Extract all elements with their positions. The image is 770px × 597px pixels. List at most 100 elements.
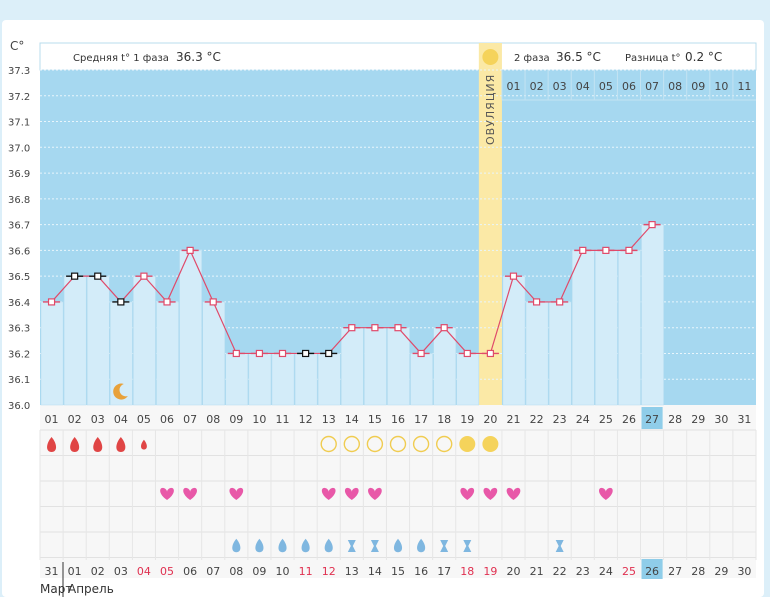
temp-point[interactable] — [417, 349, 425, 358]
discharge-drop-icon — [417, 538, 426, 553]
phase2-day-label: 08 — [668, 80, 682, 93]
temp-point[interactable] — [348, 324, 356, 332]
temp-point[interactable] — [486, 349, 494, 358]
temp-point[interactable] — [579, 246, 587, 254]
temp-point[interactable] — [47, 298, 56, 306]
calendar-date-label: 14 — [368, 565, 382, 578]
temp-bar — [364, 327, 387, 406]
calendar-date-label: 09 — [252, 565, 266, 578]
discharge-drop-icon — [255, 538, 264, 553]
temp-point[interactable] — [209, 298, 217, 306]
temp-point[interactable] — [509, 272, 518, 280]
temp-point[interactable] — [255, 349, 264, 358]
phase1-label: Средняя t° 1 фаза — [73, 53, 169, 64]
temp-point[interactable] — [463, 349, 471, 358]
ovulation-label: ОВУЛЯЦИЯ — [484, 74, 497, 145]
temp-bar — [410, 353, 433, 406]
y-tick-label: 36.6 — [8, 246, 30, 257]
calendar-date-label: 31 — [45, 565, 59, 578]
calendar-date-label: 04 — [137, 565, 151, 578]
month-label-april: Апрель — [68, 582, 114, 596]
temp-point[interactable] — [648, 221, 656, 229]
y-tick-label: 36.8 — [8, 195, 30, 206]
calendar-date-label: 08 — [229, 565, 243, 578]
ovulation-test-negative-icon — [320, 435, 337, 453]
temp-point[interactable] — [602, 246, 610, 254]
temp-point[interactable] — [278, 349, 287, 358]
calendar-date-label: 17 — [437, 565, 451, 578]
calendar-date-label: 06 — [183, 565, 197, 578]
discharge-drop-icon — [301, 538, 310, 553]
temp-point[interactable] — [371, 324, 379, 332]
temp-point[interactable] — [140, 272, 148, 280]
temp-bar — [548, 301, 572, 406]
temp-point[interactable] — [163, 298, 171, 306]
temp-bar — [225, 353, 249, 406]
calendar-date-label: 29 — [714, 565, 728, 578]
temp-point[interactable] — [117, 298, 125, 306]
temp-point[interactable] — [394, 324, 402, 332]
temp-bar — [271, 353, 295, 406]
cycle-day-label: 20 — [483, 413, 497, 426]
calendar-date-label: 26 — [645, 565, 659, 578]
discharge-hourglass-icon — [463, 540, 472, 552]
calendar-date-label: 30 — [737, 565, 751, 578]
temp-point[interactable] — [232, 349, 240, 358]
cycle-day-label: 12 — [299, 413, 313, 426]
discharge-hourglass-icon — [440, 540, 449, 552]
temp-point[interactable] — [71, 272, 79, 280]
y-axis-unit: C° — [10, 39, 24, 53]
cycle-day-label: 21 — [506, 413, 520, 426]
heart-icon — [344, 487, 359, 500]
temp-point[interactable] — [440, 324, 448, 332]
heart-icon — [183, 487, 197, 500]
cycle-day-label: 02 — [68, 413, 82, 426]
calendar-date-label: 27 — [668, 565, 682, 578]
temp-point[interactable] — [94, 272, 102, 280]
cycle-day-label: 14 — [345, 413, 359, 426]
temp-point[interactable] — [625, 246, 633, 254]
temp-point[interactable] — [186, 246, 194, 254]
temp-point[interactable] — [325, 349, 333, 358]
discharge-hourglass-icon — [555, 540, 564, 552]
ovulation-test-negative-icon — [343, 435, 361, 453]
y-tick-label: 36.5 — [8, 272, 30, 283]
ovulation-test-negative-icon — [389, 435, 407, 453]
cycle-day-label: 29 — [691, 413, 705, 426]
ovulation-band — [478, 43, 502, 405]
phase2-day-label: 06 — [622, 80, 636, 93]
calendar-date-label: 15 — [391, 565, 405, 578]
temp-point[interactable] — [532, 298, 541, 306]
y-tick-label: 36.0 — [8, 401, 30, 412]
moon-icon — [113, 383, 128, 400]
phase2-day-label: 11 — [737, 80, 751, 93]
temp-point[interactable] — [302, 349, 310, 358]
ovulation-test-positive-icon — [482, 436, 499, 452]
y-tick-label: 36.7 — [8, 221, 30, 232]
temp-bar — [502, 275, 526, 406]
calendar-date-label: 28 — [691, 565, 705, 578]
cycle-day-label: 24 — [576, 413, 590, 426]
cycle-day-label: 17 — [414, 413, 428, 426]
current-day-highlight — [641, 407, 663, 429]
heart-icon — [460, 487, 475, 500]
phase2-day-label: 10 — [714, 80, 728, 93]
cycle-day-label: 08 — [206, 413, 220, 426]
calendar-date-label: 16 — [414, 565, 428, 578]
cycle-day-label: 26 — [622, 413, 636, 426]
y-tick-label: 36.9 — [8, 169, 30, 180]
calendar-date-label: 01 — [68, 565, 82, 578]
calendar-date-label: 10 — [276, 565, 290, 578]
phase2-day-label: 02 — [530, 80, 544, 93]
temp-point[interactable] — [556, 298, 564, 306]
cycle-day-label: 15 — [368, 413, 382, 426]
menstruation-drop-icon — [116, 437, 126, 452]
y-tick-label: 36.4 — [8, 298, 30, 309]
menstruation-drop-icon — [47, 437, 57, 452]
temp-bar — [641, 224, 664, 406]
heart-icon — [368, 487, 382, 500]
cycle-day-label: 27 — [645, 413, 659, 426]
ovulation-sun-icon — [482, 49, 499, 65]
month-label-march: Март — [40, 582, 72, 596]
calendar-date-label: 05 — [160, 565, 174, 578]
